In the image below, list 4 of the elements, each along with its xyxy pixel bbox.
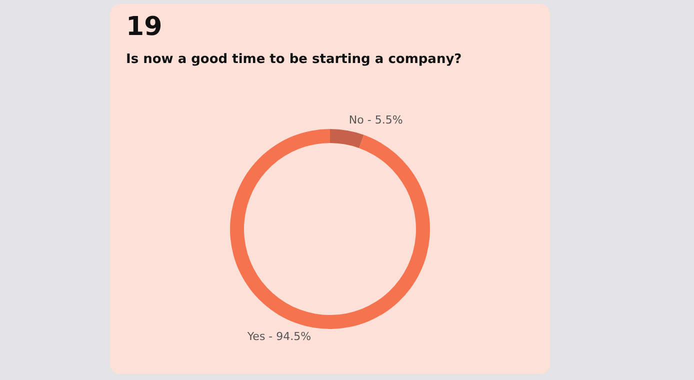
chart-subtitle: Is now a good time to be starting a company? (126, 52, 462, 67)
chart-title: 19 (126, 12, 162, 42)
slice-label: No - 5.5% (348, 113, 403, 126)
slice-label: Yes - 94.5% (246, 330, 312, 344)
